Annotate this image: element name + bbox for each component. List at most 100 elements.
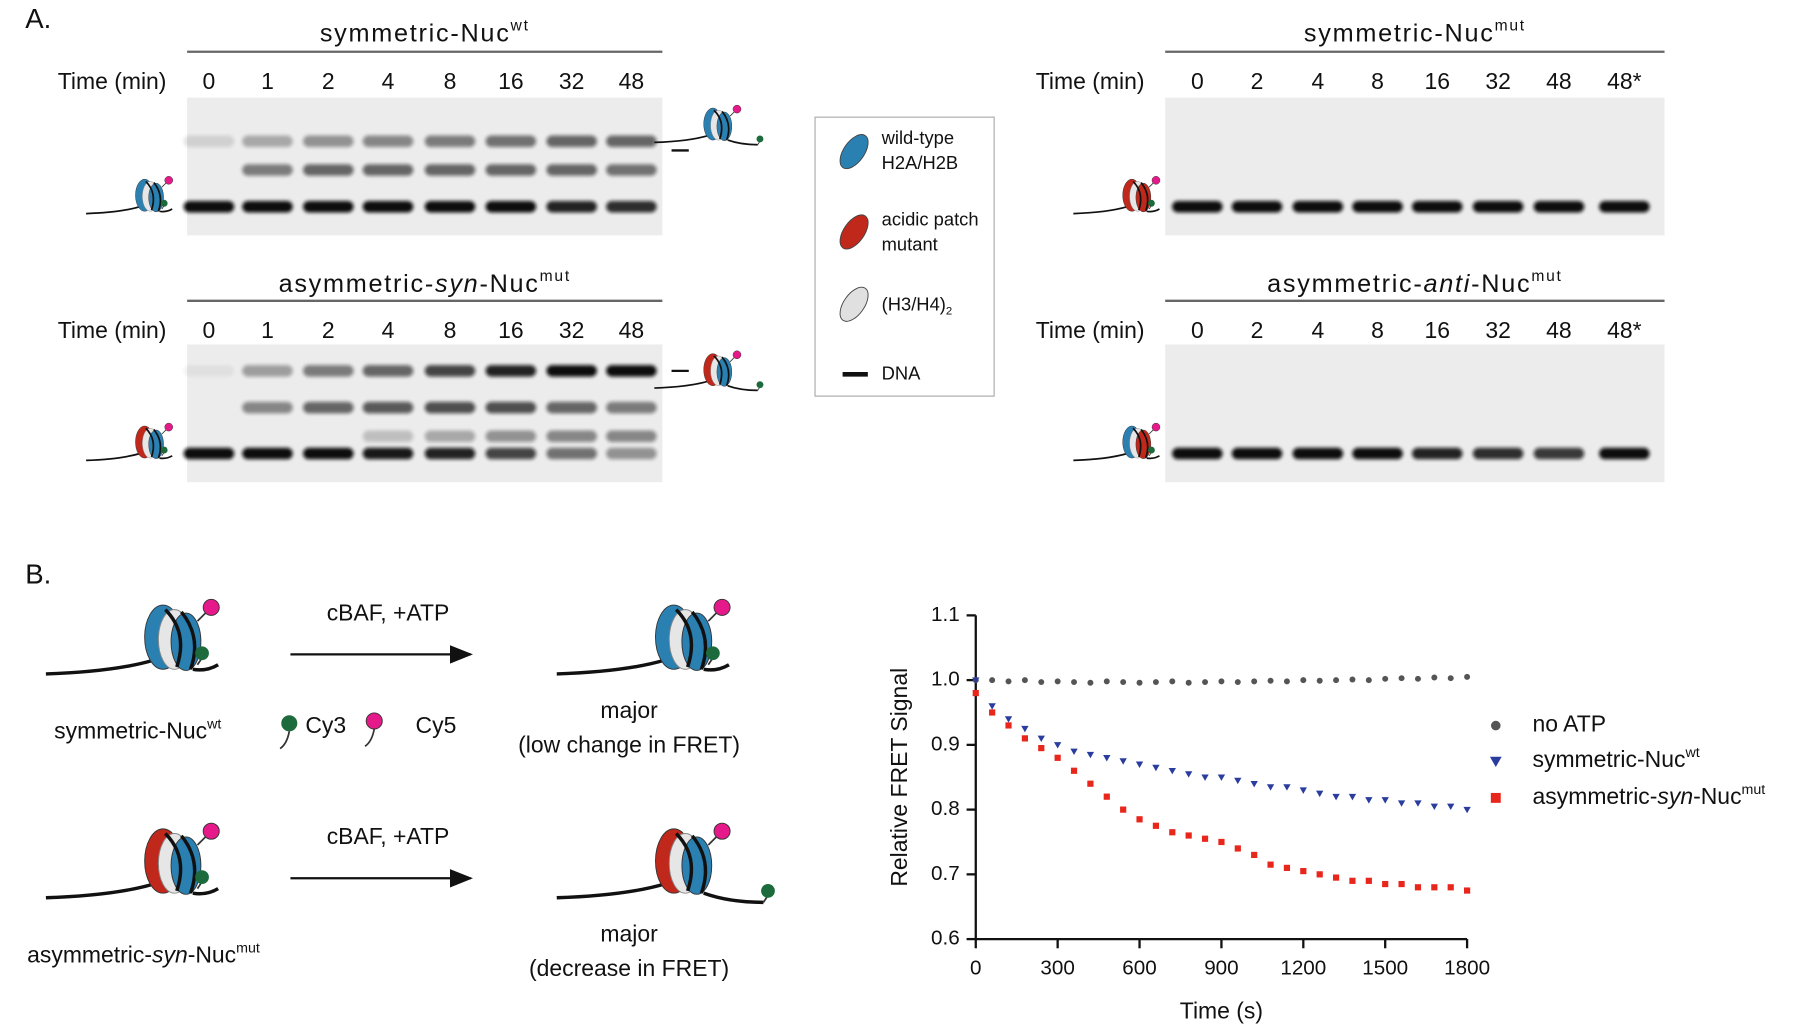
gel-band xyxy=(485,430,537,443)
gel-band xyxy=(485,447,537,460)
dna-wrap xyxy=(145,180,162,212)
data-point xyxy=(1103,793,1110,800)
dye-stem xyxy=(279,731,291,750)
legend-text: wild-type xyxy=(881,127,954,148)
data-point xyxy=(1283,678,1290,685)
y-tick-label: 0.7 xyxy=(931,862,960,885)
data-point xyxy=(989,709,996,716)
gel-band xyxy=(546,365,597,377)
gel-band xyxy=(546,135,597,148)
data-point xyxy=(1136,816,1143,823)
lane-label: 2 xyxy=(1251,68,1264,94)
lane-label: 48 xyxy=(619,68,645,94)
x-tick-label: 600 xyxy=(1122,956,1156,979)
gel-band xyxy=(1599,447,1650,460)
gel-band xyxy=(303,365,354,377)
dna xyxy=(703,891,764,905)
dye xyxy=(164,176,173,185)
data-point xyxy=(1382,675,1389,682)
data-point xyxy=(1382,880,1389,888)
gel-title: symmetric-Nucwt xyxy=(320,17,530,47)
lane-label: 16 xyxy=(498,317,524,343)
data-point xyxy=(1152,764,1160,772)
dye-label: Cy3 xyxy=(305,712,346,738)
gel-band xyxy=(546,430,597,443)
nucleosome-icon xyxy=(1073,176,1161,215)
data-point xyxy=(1300,677,1307,684)
panel-label: A. xyxy=(25,3,51,34)
data-point xyxy=(1037,735,1045,743)
outcome-text: (decrease in FRET) xyxy=(529,955,729,981)
dna xyxy=(654,134,709,144)
legend-label: asymmetric-syn-Nucmut xyxy=(1533,782,1766,809)
gel-title: asymmetric-anti-Nucmut xyxy=(1267,267,1562,297)
dye xyxy=(195,870,209,884)
gel-band xyxy=(606,164,657,176)
dye xyxy=(1147,446,1155,454)
nucleosome-icon xyxy=(556,822,775,905)
gel-band xyxy=(183,447,235,460)
text-part: asymmetric- xyxy=(279,269,435,297)
gel-band xyxy=(362,401,414,414)
data-point xyxy=(1202,679,1209,686)
data-point xyxy=(1185,679,1192,686)
text-part: mut xyxy=(1531,267,1562,284)
data-point xyxy=(1234,679,1241,686)
arrow-label: cBAF, +ATP xyxy=(327,599,450,625)
data-point xyxy=(1169,829,1176,836)
data-point xyxy=(1234,845,1241,852)
text-part: symmetric-Nuc xyxy=(1304,19,1495,47)
y-tick-label: 0.8 xyxy=(931,797,960,820)
text-part: mut xyxy=(236,940,260,956)
gel-band xyxy=(1472,200,1524,213)
data-point xyxy=(1103,678,1110,685)
lane-label: 4 xyxy=(1311,317,1324,343)
gel-band xyxy=(546,200,597,213)
text-part: asymmetric- xyxy=(1267,269,1423,297)
dna-wrap xyxy=(1132,427,1149,459)
x-tick-label: 900 xyxy=(1204,956,1238,979)
lane-label: 48* xyxy=(1607,68,1642,94)
dye-stem xyxy=(161,182,167,188)
data-point xyxy=(1021,725,1029,733)
dna xyxy=(1146,455,1160,460)
nucleosome-icon xyxy=(654,104,764,146)
gel-band xyxy=(183,365,235,377)
gel-band xyxy=(242,447,293,460)
gel-band xyxy=(1352,447,1403,460)
data-point xyxy=(1070,748,1078,756)
data-point xyxy=(1136,679,1143,686)
gel-band xyxy=(546,164,597,176)
dna-wrap xyxy=(145,427,162,459)
gel-image xyxy=(1165,97,1665,236)
data-point xyxy=(1152,822,1160,829)
legend-text: DNA xyxy=(882,362,922,383)
time-label: Time (min) xyxy=(1036,317,1145,343)
lane-label: 32 xyxy=(559,68,585,94)
dna xyxy=(727,384,758,392)
gel-band xyxy=(485,164,537,176)
x-tick-label: 1200 xyxy=(1280,956,1326,979)
gel-band xyxy=(546,447,597,460)
data-point xyxy=(1464,673,1471,680)
dna xyxy=(1073,452,1128,462)
lane-label: 4 xyxy=(382,68,395,94)
data-point xyxy=(1120,679,1127,686)
legend-text: H2A/H2B xyxy=(882,152,959,173)
lane-label: 16 xyxy=(498,68,524,94)
lane-label: 8 xyxy=(444,68,457,94)
data-point xyxy=(1021,735,1028,742)
dna xyxy=(192,887,219,896)
gel-band xyxy=(362,200,414,213)
lane-label: 48 xyxy=(1546,317,1572,343)
nucleosome-icon xyxy=(86,422,173,462)
gel-band xyxy=(1411,447,1463,460)
time-label: Time (min) xyxy=(58,68,167,94)
data-point xyxy=(1185,832,1192,839)
data-point xyxy=(1333,677,1340,684)
lane-label: 1 xyxy=(261,68,274,94)
text-part: wt xyxy=(206,716,221,732)
gel-band xyxy=(1599,200,1650,213)
lane-label: 1 xyxy=(261,317,274,343)
